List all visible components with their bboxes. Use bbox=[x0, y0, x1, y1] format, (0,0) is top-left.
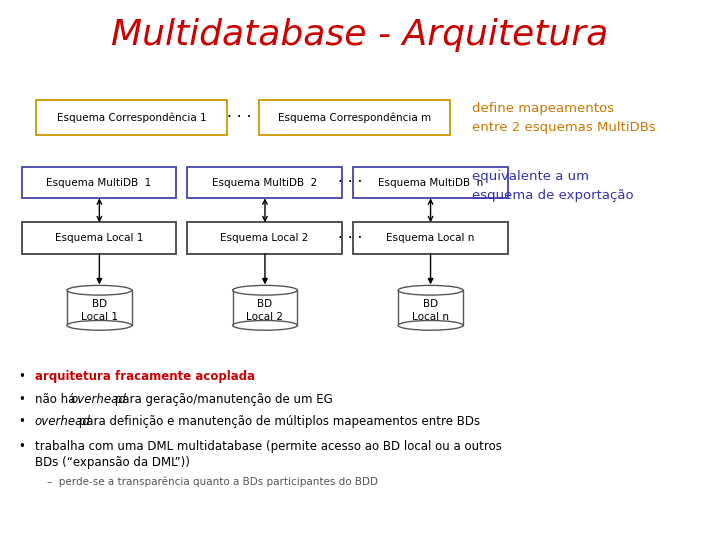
Text: Multidatabase - Arquitetura: Multidatabase - Arquitetura bbox=[112, 18, 608, 52]
Text: arquitetura fracamente acoplada: arquitetura fracamente acoplada bbox=[35, 370, 255, 383]
Text: BDs (“expansão da DML”)): BDs (“expansão da DML”)) bbox=[35, 456, 189, 469]
Text: define mapeamentos
entre 2 esquemas MultiDBs: define mapeamentos entre 2 esquemas Mult… bbox=[472, 102, 655, 134]
Text: BD
Local 2: BD Local 2 bbox=[246, 299, 284, 322]
FancyBboxPatch shape bbox=[187, 222, 342, 254]
Ellipse shape bbox=[398, 285, 463, 295]
Text: · · ·: · · · bbox=[338, 231, 363, 246]
Text: · · ·: · · · bbox=[227, 110, 251, 125]
Text: overhead: overhead bbox=[71, 393, 126, 406]
Text: para definição e manutenção de múltiplos mapeamentos entre BDs: para definição e manutenção de múltiplos… bbox=[76, 415, 480, 428]
FancyBboxPatch shape bbox=[187, 167, 342, 198]
Text: Esquema Local 1: Esquema Local 1 bbox=[55, 233, 143, 243]
Text: Esquema Local 2: Esquema Local 2 bbox=[220, 233, 309, 243]
Text: •: • bbox=[18, 393, 25, 406]
Ellipse shape bbox=[233, 285, 297, 295]
FancyBboxPatch shape bbox=[22, 222, 176, 254]
FancyBboxPatch shape bbox=[259, 100, 450, 135]
Text: •: • bbox=[18, 415, 25, 428]
Ellipse shape bbox=[67, 285, 132, 295]
FancyBboxPatch shape bbox=[22, 167, 176, 198]
Bar bbox=[233, 291, 297, 325]
Bar bbox=[67, 291, 132, 325]
Bar bbox=[398, 291, 463, 325]
Ellipse shape bbox=[398, 285, 463, 295]
Text: overhead: overhead bbox=[35, 415, 91, 428]
Text: · · ·: · · · bbox=[338, 175, 363, 190]
FancyBboxPatch shape bbox=[353, 167, 508, 198]
Text: para geração/manutenção de um EG: para geração/manutenção de um EG bbox=[111, 393, 333, 406]
FancyBboxPatch shape bbox=[353, 222, 508, 254]
Text: trabalha com uma DML multidatabase (permite acesso ao BD local ou a outros: trabalha com uma DML multidatabase (perm… bbox=[35, 440, 501, 453]
Text: não há: não há bbox=[35, 393, 78, 406]
Text: Esquema MultiDB  n: Esquema MultiDB n bbox=[377, 178, 483, 187]
Text: Esquema Correspondência 1: Esquema Correspondência 1 bbox=[57, 112, 206, 123]
Text: •: • bbox=[18, 440, 25, 453]
Text: BD
Local 1: BD Local 1 bbox=[81, 299, 118, 322]
Text: equivalente a um
esquema de exportação: equivalente a um esquema de exportação bbox=[472, 170, 633, 202]
Ellipse shape bbox=[398, 321, 463, 330]
Ellipse shape bbox=[233, 285, 297, 295]
Text: Esquema Local n: Esquema Local n bbox=[386, 233, 474, 243]
Text: •: • bbox=[18, 370, 25, 383]
FancyBboxPatch shape bbox=[36, 100, 227, 135]
Text: BD
Local n: BD Local n bbox=[412, 299, 449, 322]
Text: Esquema MultiDB  1: Esquema MultiDB 1 bbox=[46, 178, 152, 187]
Ellipse shape bbox=[233, 321, 297, 330]
Text: Esquema Correspondência m: Esquema Correspondência m bbox=[278, 112, 431, 123]
Ellipse shape bbox=[67, 321, 132, 330]
Ellipse shape bbox=[67, 285, 132, 295]
Text: –  perde-se a transparência quanto a BDs participantes do BDD: – perde-se a transparência quanto a BDs … bbox=[47, 476, 378, 487]
Text: Esquema MultiDB  2: Esquema MultiDB 2 bbox=[212, 178, 318, 187]
